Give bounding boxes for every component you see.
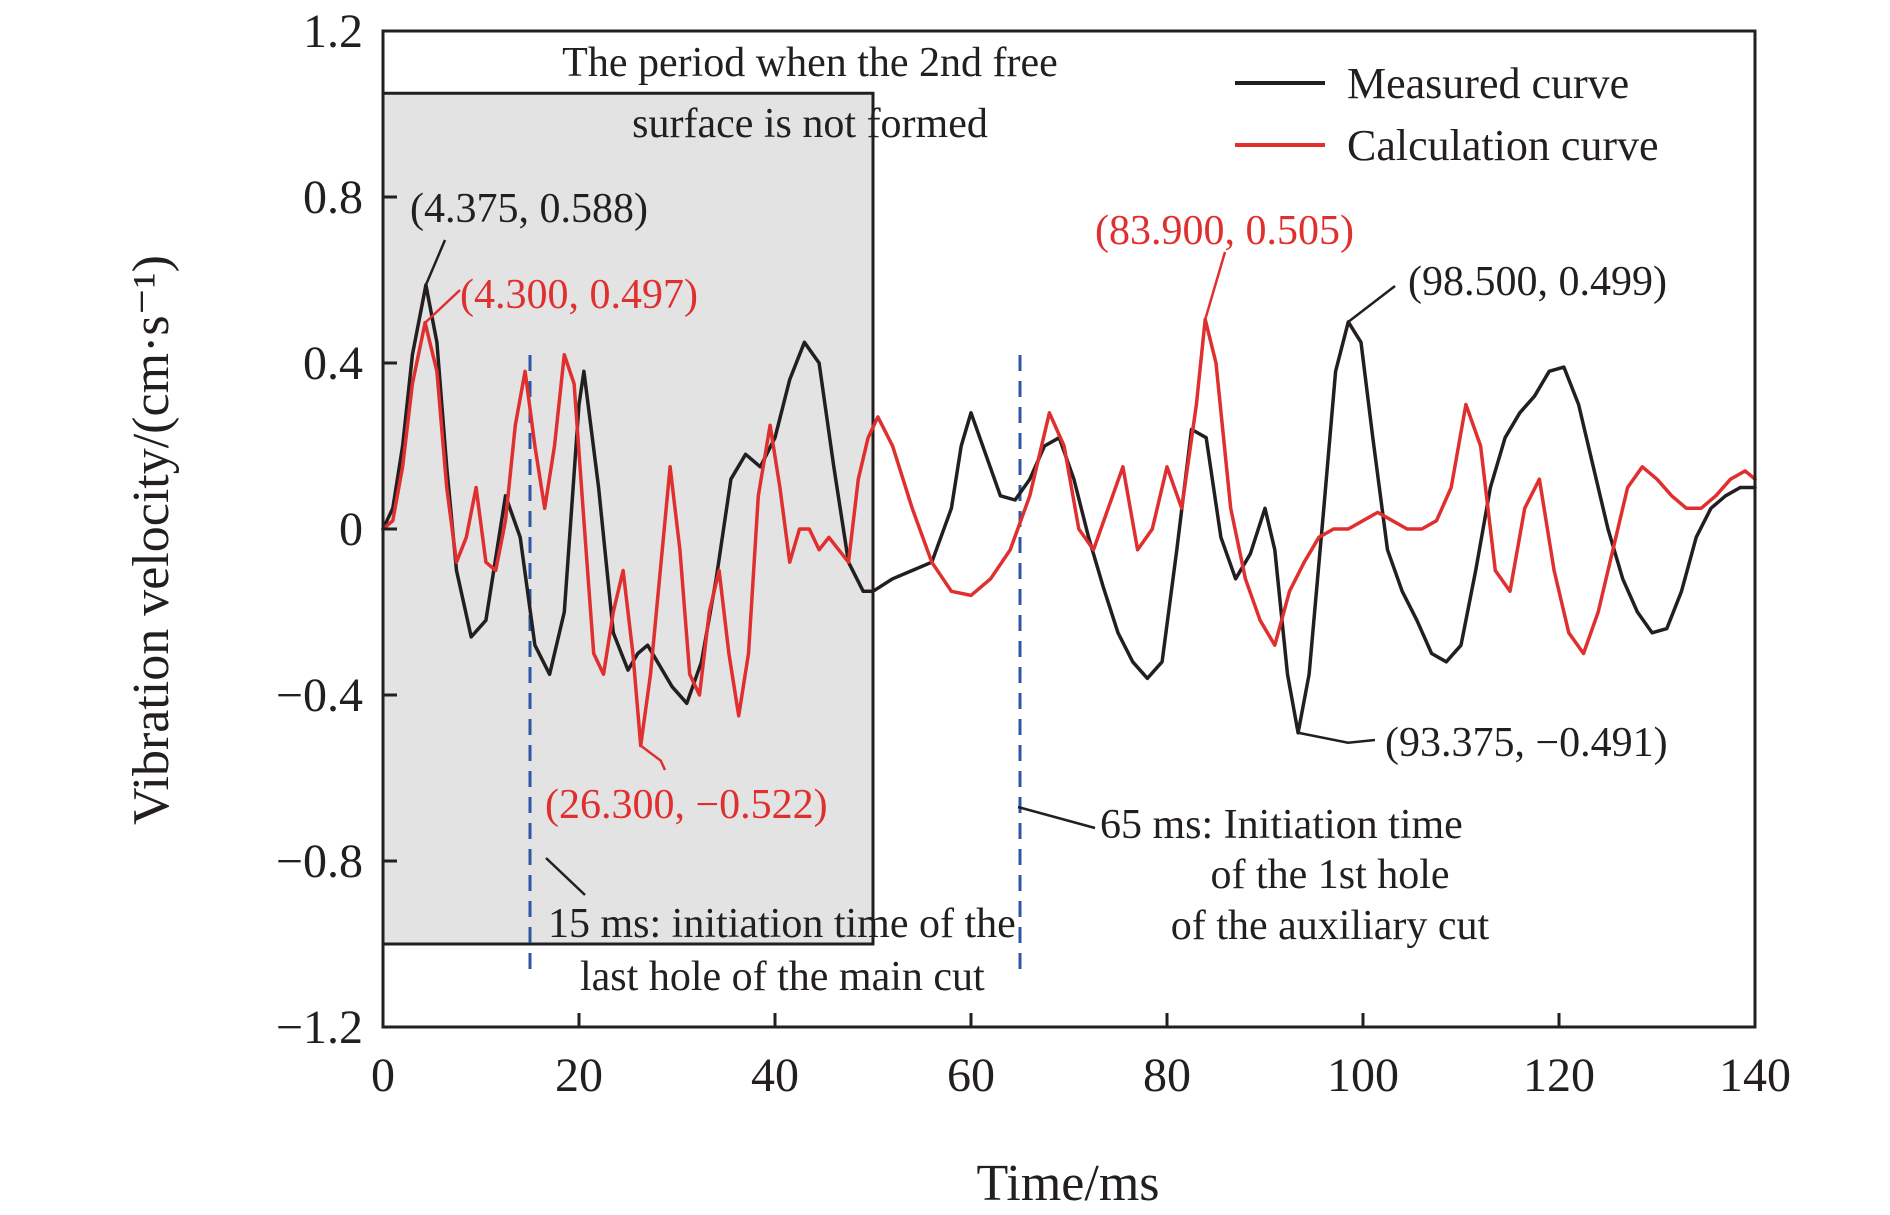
initiation-label-line: of the 1st hole	[1210, 852, 1449, 898]
x-tick-label: 100	[1327, 1049, 1399, 1102]
x-tick-label: 120	[1523, 1049, 1595, 1102]
annotation-leader	[1204, 251, 1227, 320]
x-tick-label: 60	[947, 1049, 995, 1102]
annotation-label: (26.300, −0.522)	[545, 782, 828, 828]
y-tick-label: −0.8	[276, 835, 363, 888]
x-tick-label: 20	[555, 1049, 603, 1102]
x-tick-label: 80	[1143, 1049, 1191, 1102]
y-tick-label: −1.2	[276, 1001, 363, 1054]
annotation-leader	[424, 289, 461, 324]
shaded-period-layer: The period when the 2nd free surface is n…	[381, 40, 1058, 946]
x-axis-title: Time/ms	[976, 1155, 1159, 1212]
shaded-period-box	[381, 91, 875, 946]
y-tick-label: 0.8	[303, 171, 363, 224]
axes-layer: 0 20 40 60 80 100 120 140 1.2 0.8 0.4 0 −0.4 −0.8 −1.2	[276, 5, 1791, 1102]
annotation-label: (93.375, −0.491)	[1385, 720, 1668, 766]
annotation-leader	[424, 239, 447, 286]
shaded-period-label-line: The period when the 2nd free	[562, 40, 1058, 86]
annotations-layer: (4.375, 0.588) (4.300, 0.497) (26.300, −0.…	[410, 186, 1668, 828]
annotation-leader	[1297, 731, 1376, 745]
y-axis-title: Vibration velocity/(cm·s⁻¹)	[123, 255, 180, 825]
annotation-leader	[639, 744, 667, 771]
series-layer	[381, 283, 1757, 748]
x-tick-label: 0	[371, 1049, 395, 1102]
y-tick-label: 0.4	[303, 337, 363, 390]
initiation-label-line: 15 ms: initiation time of the	[548, 901, 1016, 947]
y-tick-label: 1.2	[303, 5, 363, 58]
x-tick-label: 40	[751, 1049, 799, 1102]
legend-label: Measured curve	[1347, 59, 1629, 108]
y-tick-label: 0	[339, 503, 363, 556]
initiation-leader-line	[1017, 805, 1096, 830]
annotation-label: (4.375, 0.588)	[410, 186, 648, 232]
annotation-label: (98.500, 0.499)	[1408, 259, 1667, 305]
initiation-label-line: of the auxiliary cut	[1171, 903, 1490, 949]
initiation-leader-line	[545, 857, 586, 896]
y-tick-label: −0.4	[276, 669, 363, 722]
initiation-label-line: last hole of the main cut	[580, 954, 985, 1000]
legend: Measured curve Calculation curve	[1235, 59, 1659, 170]
x-tick-label: 140	[1719, 1049, 1791, 1102]
annotation-leader	[1347, 285, 1396, 323]
initiation-label-line: 65 ms: Initiation time	[1100, 802, 1463, 848]
legend-label: Calculation curve	[1347, 121, 1659, 170]
series-line-calculation	[381, 317, 1757, 748]
annotation-label: (4.300, 0.497)	[460, 272, 698, 318]
annotation-label: (83.900, 0.505)	[1095, 208, 1354, 254]
shaded-period-label-line: surface is not formed	[632, 101, 988, 147]
initiation-lines-layer: 15 ms: initiation time of the last hole o…	[528, 355, 1490, 1000]
